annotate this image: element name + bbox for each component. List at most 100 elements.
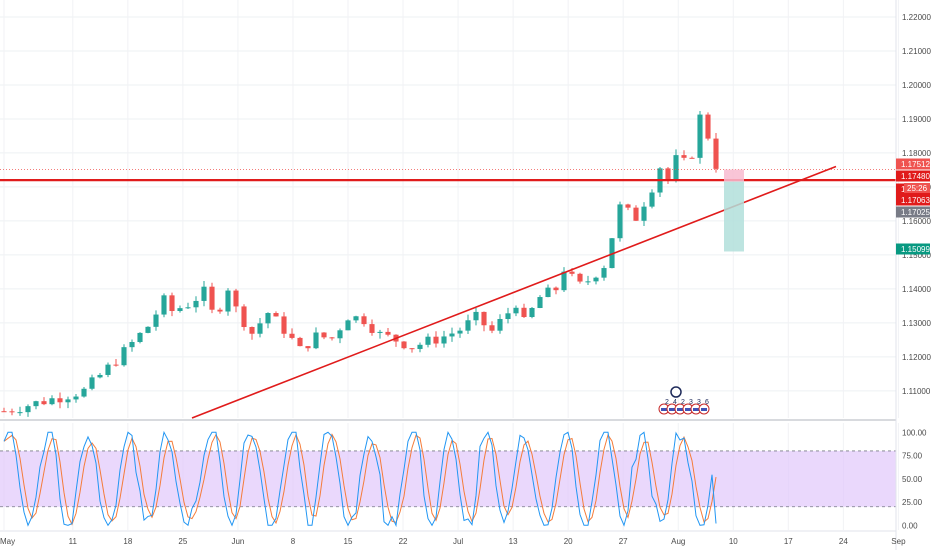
candle-body — [505, 313, 511, 320]
stochastic-tick-label: 25.00 — [902, 498, 923, 507]
stochastic-tick-label: 75.00 — [902, 452, 923, 461]
candle-body — [201, 286, 207, 301]
candle-body — [633, 207, 639, 221]
candle-body — [553, 287, 559, 291]
time-tick-label: 8 — [291, 537, 296, 546]
flag-stripe — [677, 408, 683, 411]
candle-body — [129, 342, 135, 348]
candle-body — [305, 346, 311, 349]
candle-body — [57, 398, 63, 403]
candle-body — [89, 377, 95, 389]
candle-body — [321, 332, 327, 338]
stochastic-k-line — [3, 430, 717, 528]
time-tick-label: 25 — [178, 537, 187, 546]
candle-body — [297, 337, 303, 347]
countdown-label: 25:26 — [907, 184, 928, 193]
candle-body — [433, 336, 439, 344]
time-tick-label: 10 — [729, 537, 738, 546]
candle-body — [113, 364, 119, 366]
candle-body — [545, 287, 551, 298]
candle-body — [145, 326, 151, 333]
candle-body — [409, 348, 415, 350]
candle-body — [617, 204, 623, 239]
candle-body — [17, 412, 23, 414]
candle-body — [225, 290, 231, 312]
flag-stripe — [669, 408, 675, 411]
candle-body — [641, 206, 647, 221]
candle-body — [177, 308, 183, 312]
event-count-label: 3 — [697, 399, 701, 406]
price-level-tag-label: 1.17512 — [901, 160, 930, 169]
candle-body — [449, 333, 455, 337]
grid — [0, 0, 899, 530]
time-tick-label: Sep — [891, 537, 906, 546]
flag-stripe — [701, 408, 707, 411]
time-tick-label: Jun — [231, 537, 244, 546]
price-tick-label: 1.21000 — [902, 47, 931, 56]
price-level-tag — [896, 158, 930, 170]
candle-body — [713, 138, 719, 169]
candle-body — [1, 411, 7, 413]
price-tick-label: 1.15000 — [902, 251, 931, 260]
candle-body — [377, 331, 383, 333]
price-level-tag-label: 1.15099 — [901, 245, 930, 254]
candle-body — [65, 399, 71, 403]
candle-body — [49, 398, 55, 405]
price-level-tag-label: 1.17480 — [901, 172, 930, 181]
time-tick-label: 22 — [399, 537, 408, 546]
time-tick-label: Aug — [671, 537, 685, 546]
candle-body — [601, 268, 607, 278]
event-count-label: 6 — [705, 399, 709, 406]
candle-body — [561, 271, 567, 291]
time-tick-label: 20 — [564, 537, 573, 546]
candle-body — [665, 168, 671, 181]
candle-body — [577, 273, 583, 282]
time-tick-label: 24 — [839, 537, 848, 546]
candle-body — [649, 192, 655, 207]
candle-body — [137, 332, 143, 343]
candle-body — [185, 307, 191, 309]
candle-body — [249, 327, 255, 334]
price-panel — [1, 110, 719, 417]
candle-body — [193, 300, 199, 308]
event-count-label: 4 — [673, 399, 677, 406]
candle-body — [209, 286, 215, 310]
candle-body — [153, 314, 159, 327]
candle-body — [465, 320, 471, 331]
candle-body — [625, 204, 631, 208]
stochastic-tick-label: 50.00 — [902, 475, 923, 484]
price-level-tag-label: 1.17025 — [901, 208, 930, 217]
event-count-label: 3 — [689, 399, 693, 406]
stochastic-d-line — [3, 433, 717, 526]
candle-body — [673, 155, 679, 181]
candle-body — [497, 319, 503, 331]
candle-body — [337, 330, 343, 339]
candle-body — [513, 307, 519, 314]
candle-body — [329, 337, 335, 339]
time-tick-label: 27 — [619, 537, 628, 546]
candle-body — [97, 374, 103, 378]
price-level-tag — [896, 170, 930, 182]
candle-body — [417, 344, 423, 349]
candle-body — [281, 316, 287, 334]
stochastic-tick-label: 0.00 — [902, 521, 918, 530]
candle-body — [265, 313, 271, 324]
price-tick-label: 1.19000 — [902, 115, 931, 124]
stop-loss-zone — [724, 169, 744, 182]
candle-body — [369, 324, 375, 333]
countdown-tag — [904, 183, 930, 193]
time-tick-label: 13 — [509, 537, 518, 546]
time-tick-label: Jul — [453, 537, 463, 546]
time-tick-label: 18 — [123, 537, 132, 546]
price-tick-label: 1.12000 — [902, 353, 931, 362]
candle-body — [169, 295, 175, 312]
candle-body — [9, 411, 15, 413]
candle-body — [273, 313, 279, 317]
candle-body — [385, 331, 391, 335]
time-tick-label: 11 — [69, 537, 78, 546]
candle-body — [521, 307, 527, 318]
earnings-event-icon — [670, 386, 682, 398]
